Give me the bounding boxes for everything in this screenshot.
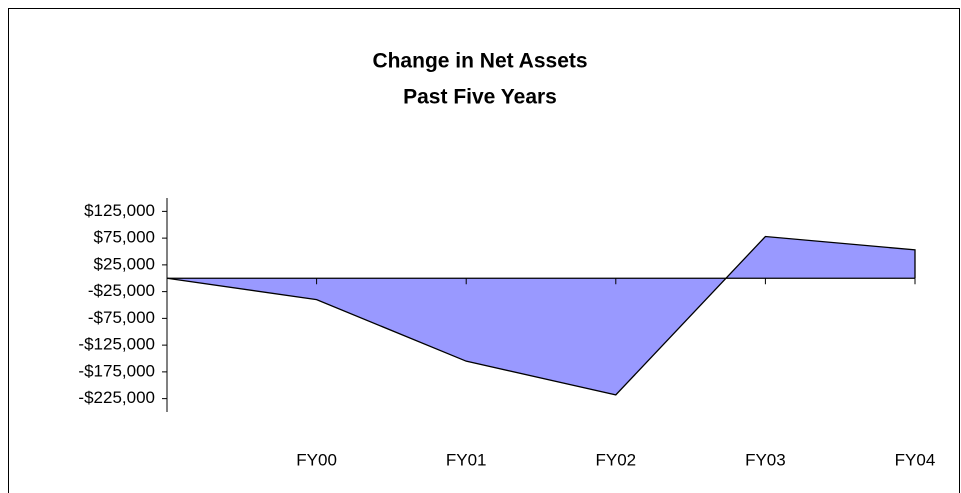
x-tick-label: FY02 bbox=[595, 450, 636, 469]
x-tick-label: FY04 bbox=[895, 450, 936, 469]
y-tick-label: -$225,000 bbox=[78, 388, 155, 407]
chart-subtitle: Past Five Years bbox=[403, 86, 557, 109]
x-tick-label: FY00 bbox=[296, 450, 337, 469]
x-tick-label: FY01 bbox=[446, 450, 487, 469]
y-tick-label: -$125,000 bbox=[78, 335, 155, 354]
y-tick-label: $25,000 bbox=[94, 254, 155, 273]
y-tick-label: $125,000 bbox=[84, 201, 155, 220]
chart-title: Change in Net Assets bbox=[372, 50, 587, 73]
y-tick-label: -$25,000 bbox=[88, 281, 155, 300]
area-line bbox=[166, 235, 916, 396]
y-tick-label: -$175,000 bbox=[78, 361, 155, 380]
y-tick-label: -$75,000 bbox=[88, 308, 155, 327]
x-tick-label: FY03 bbox=[745, 450, 786, 469]
y-tick-label: $75,000 bbox=[94, 228, 155, 247]
